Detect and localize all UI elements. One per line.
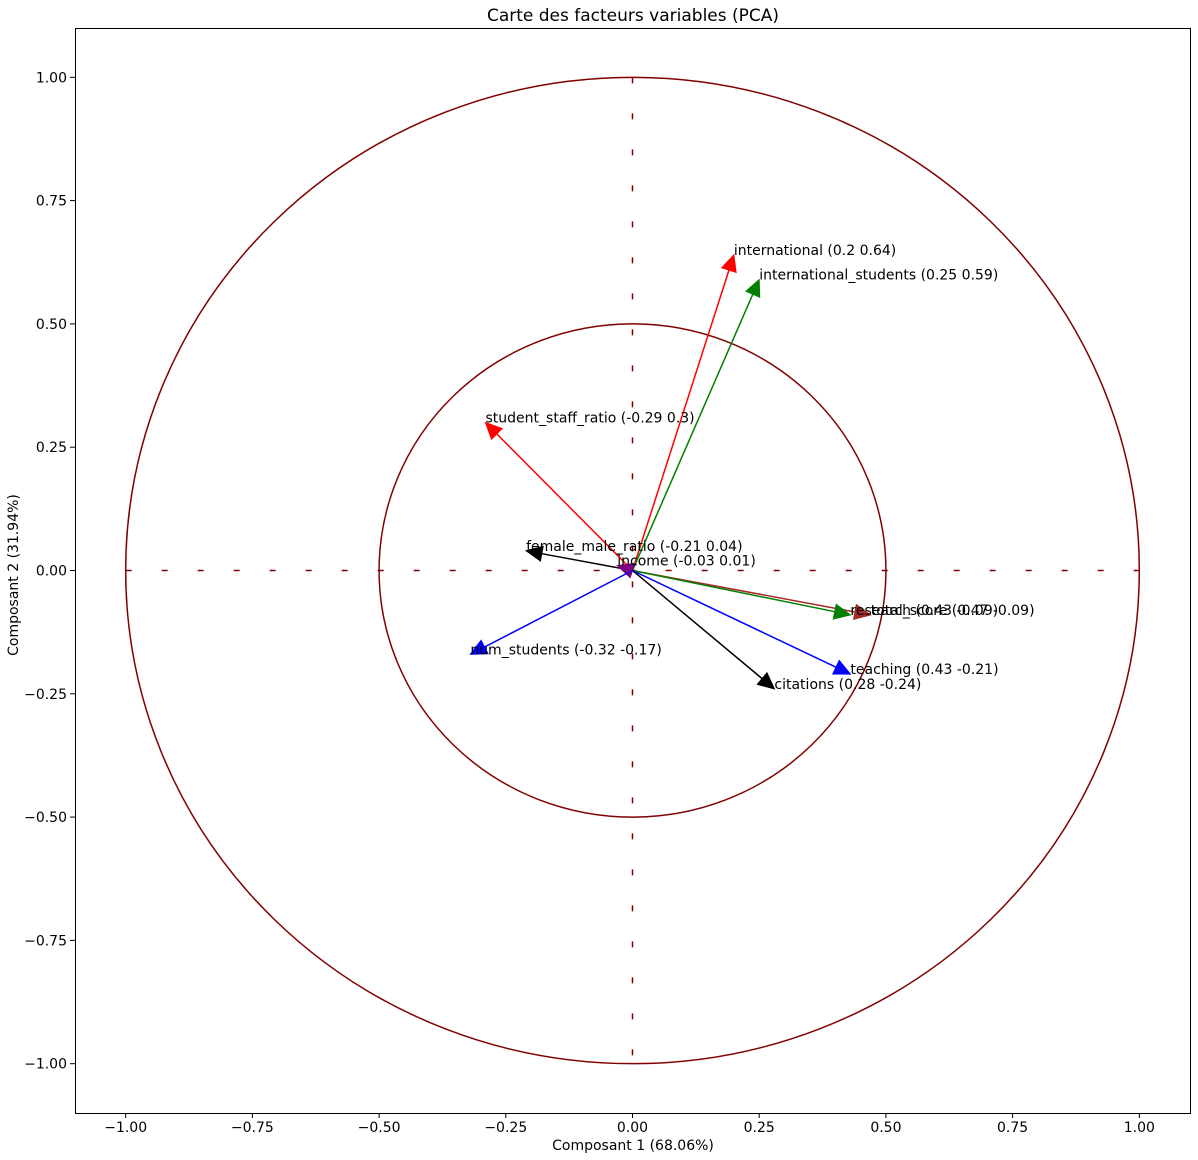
vector-label-international_students: international_students (0.25 0.59) [759,268,998,284]
vector-label-student_staff_ratio: student_staff_ratio (-0.29 0.3) [486,411,695,427]
vector-label-income: income (-0.03 0.01) [617,554,756,570]
x-tick-label: −0.50 [358,1120,401,1136]
x-axis-label: Composant 1 (68.06%) [552,1138,714,1154]
vector-line-student_staff_ratio [496,433,634,572]
vector-head-research [832,603,852,620]
vector-head-total_score [852,603,872,621]
y-tick-label: −0.25 [24,687,67,703]
y-axis-label: Composant 2 (31.94%) [6,494,22,656]
vector-head-student_staff_ratio [484,421,504,441]
vector-line-international [631,269,730,571]
x-tick-label: 1.00 [1124,1120,1155,1136]
vector-label-teaching: teaching (0.43 -0.21) [850,662,998,678]
axes-ticks: −1.00 −0.75 −0.50 −0.25 0.00 0.25 0.50 0.75 1.00… [24,70,1155,1136]
vector-head-num_students [469,639,489,655]
y-tick-label: −0.50 [24,810,67,826]
circle-radius-0-5 [378,323,887,818]
vector-label-research: research (0.43 -0.09) [850,603,998,619]
vector-line-teaching [632,569,837,668]
vector-head-international_students [745,278,761,298]
vector-label-female_male_ratio: female_male_ratio (-0.21 0.04) [526,539,742,555]
x-tick-label: 0.25 [744,1120,775,1136]
vector-head-international [720,253,737,274]
vector-line-international_students [631,293,754,571]
y-tick-label: −1.00 [24,1057,67,1073]
x-tick-label: 0.50 [870,1120,901,1136]
vector-line-female_male_ratio [541,552,633,572]
y-tick-label: 0.00 [36,564,67,580]
x-tick-label: −1.00 [104,1120,147,1136]
y-tick-label: 1.00 [36,70,67,86]
x-tick-label: 0.75 [997,1120,1028,1136]
x-tick-label: 0.00 [617,1120,648,1136]
circle-radius-1 [124,76,1141,1065]
y-tick-label: 0.25 [36,440,67,456]
vector-head-teaching [831,659,852,675]
x-tick-label: −0.75 [231,1120,274,1136]
plot-area: international (0.2 0.64) international_st… [124,76,1141,1065]
vector-head-citations [756,671,776,690]
vector-line-research [632,569,835,613]
x-tick-label: −0.25 [484,1120,527,1136]
y-tick-label: −0.75 [24,933,67,949]
vector-label-citations: citations (0.28 -0.24) [774,677,921,693]
vector-label-total_score: total_score (0.47 -0.09) [871,603,1035,619]
y-tick-label: 0.75 [36,194,67,210]
vector-line-num_students [484,569,633,648]
chart-title: Carte des facteurs variables (PCA) [487,6,779,26]
y-tick-label: 0.50 [36,317,67,333]
vector-label-international: international (0.2 0.64) [734,243,896,259]
vector-line-citations [632,569,763,680]
vector-head-female_male_ratio [524,545,544,562]
vector-label-num_students: num_students (-0.32 -0.17) [470,642,661,658]
